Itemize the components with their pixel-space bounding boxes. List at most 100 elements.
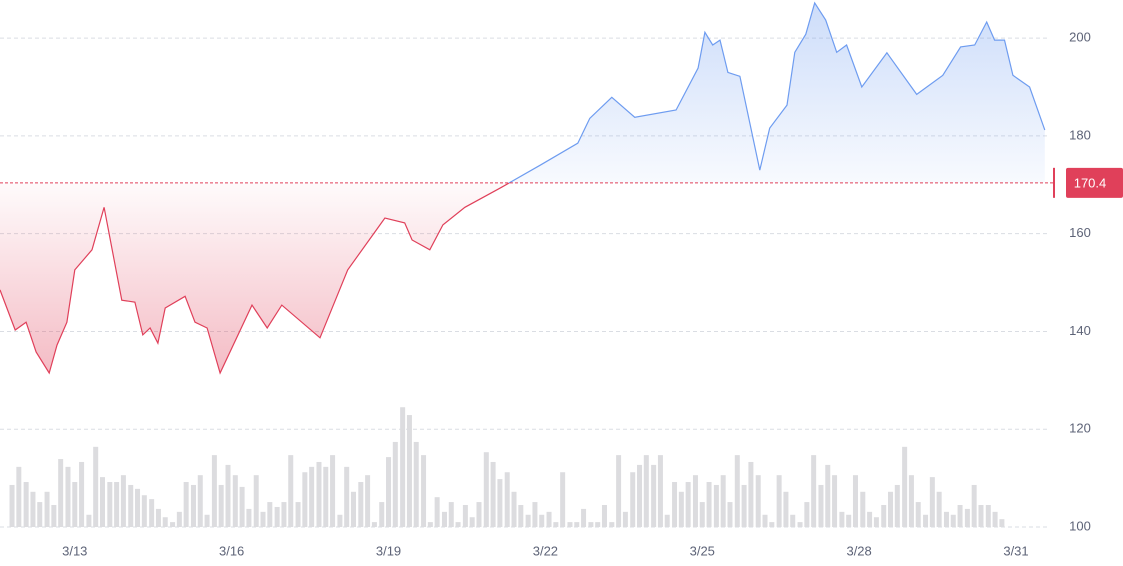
baseline-label-bg — [1066, 167, 1123, 198]
volume-bar — [295, 502, 301, 527]
volume-bar — [560, 472, 566, 527]
volume-bar — [16, 466, 22, 527]
volume-bar — [525, 514, 531, 527]
volume-bar — [51, 505, 57, 527]
volume-bar — [497, 479, 503, 527]
volume-bar — [260, 511, 266, 527]
volume-bar — [860, 491, 866, 527]
volume-bar — [99, 477, 105, 527]
volume-bar — [281, 502, 287, 527]
volume-bar — [881, 505, 887, 527]
volume-bar — [58, 459, 64, 527]
volume-bar — [455, 522, 461, 527]
volume-bar — [936, 491, 942, 527]
volume-bar — [762, 514, 768, 527]
y-tick-label: 140 — [1069, 323, 1091, 338]
volume-bar — [288, 455, 294, 527]
volume-bar — [23, 482, 29, 527]
volume-bar — [609, 522, 615, 527]
volume-bar — [588, 522, 594, 527]
volume-bar — [392, 441, 398, 527]
volume-bar — [894, 484, 900, 527]
volume-bar — [183, 482, 189, 527]
volume-bar — [504, 472, 510, 527]
volume-bar — [511, 491, 517, 527]
x-tick-label: 3/31 — [1003, 543, 1028, 558]
volume-bar — [699, 502, 705, 527]
volume-bar — [400, 407, 406, 527]
volume-bar — [818, 484, 824, 527]
volume-bar — [330, 455, 336, 527]
volume-bar — [741, 484, 747, 527]
volume-bar — [441, 511, 447, 527]
volume-bar — [30, 491, 36, 527]
volume-bar — [406, 415, 412, 527]
volume-bar — [141, 495, 147, 527]
volume-bar — [155, 508, 161, 527]
x-tick-label: 3/22 — [533, 543, 558, 558]
volume-bar — [964, 508, 970, 527]
volume-bar — [678, 491, 684, 527]
volume-bar — [309, 466, 315, 527]
volume-bar — [637, 464, 643, 527]
price-area — [0, 2, 1045, 374]
volume-bar — [852, 475, 858, 527]
x-tick-label: 3/13 — [62, 543, 87, 558]
volume-bar — [811, 455, 817, 527]
volume-bar — [657, 455, 663, 527]
volume-bar — [114, 482, 120, 527]
volume-bar — [692, 475, 698, 527]
volume-bar — [93, 446, 99, 527]
volume-bar — [135, 488, 141, 527]
volume-bar — [574, 522, 580, 527]
volume-bar — [755, 475, 761, 527]
volume-bar — [601, 505, 607, 527]
volume-bar — [218, 484, 224, 527]
volume-bar — [957, 505, 963, 527]
volume-bar — [365, 475, 371, 527]
volume-bar — [246, 508, 252, 527]
volume-bar — [929, 477, 935, 527]
volume-bar — [713, 484, 719, 527]
volume-bar — [316, 461, 322, 527]
volume-bar — [421, 455, 427, 527]
volume-bar — [595, 522, 601, 527]
volume-bar — [978, 505, 984, 527]
volume-bar — [72, 482, 78, 527]
x-tick-label: 3/19 — [376, 543, 401, 558]
volume-bar — [950, 514, 956, 527]
volume-bar — [190, 484, 196, 527]
volume-bar — [434, 497, 440, 527]
y-tick-label: 100 — [1069, 518, 1091, 533]
x-tick-label: 3/25 — [690, 543, 715, 558]
volume-bar — [371, 522, 377, 527]
volume-bar — [539, 514, 545, 527]
volume-bar — [664, 514, 670, 527]
volume-bar — [797, 522, 803, 527]
volume-bar — [971, 484, 977, 527]
volume-bar — [790, 514, 796, 527]
volume-bar — [769, 522, 775, 527]
volume-bar — [267, 502, 273, 527]
volume-bar — [427, 522, 433, 527]
volume-bar — [162, 517, 168, 527]
volume-bar — [846, 514, 852, 527]
volume-bar — [149, 499, 155, 527]
volume-bar — [888, 491, 894, 527]
volume-bar — [490, 461, 496, 527]
volume-bar — [839, 511, 845, 527]
volume-bar — [86, 514, 92, 527]
volume-bar — [783, 491, 789, 527]
volume-bar — [79, 461, 85, 527]
volume-bar — [985, 505, 991, 527]
volume-bar — [476, 502, 482, 527]
volume-bar — [379, 502, 385, 527]
x-tick-label: 3/16 — [219, 543, 244, 558]
volume-bar — [902, 446, 908, 527]
volume-bar — [323, 466, 329, 527]
volume-bar — [825, 464, 831, 527]
volume-bar — [992, 511, 998, 527]
volume-bar — [462, 505, 468, 527]
volume-bar — [804, 502, 810, 527]
price-line — [0, 1, 1046, 375]
